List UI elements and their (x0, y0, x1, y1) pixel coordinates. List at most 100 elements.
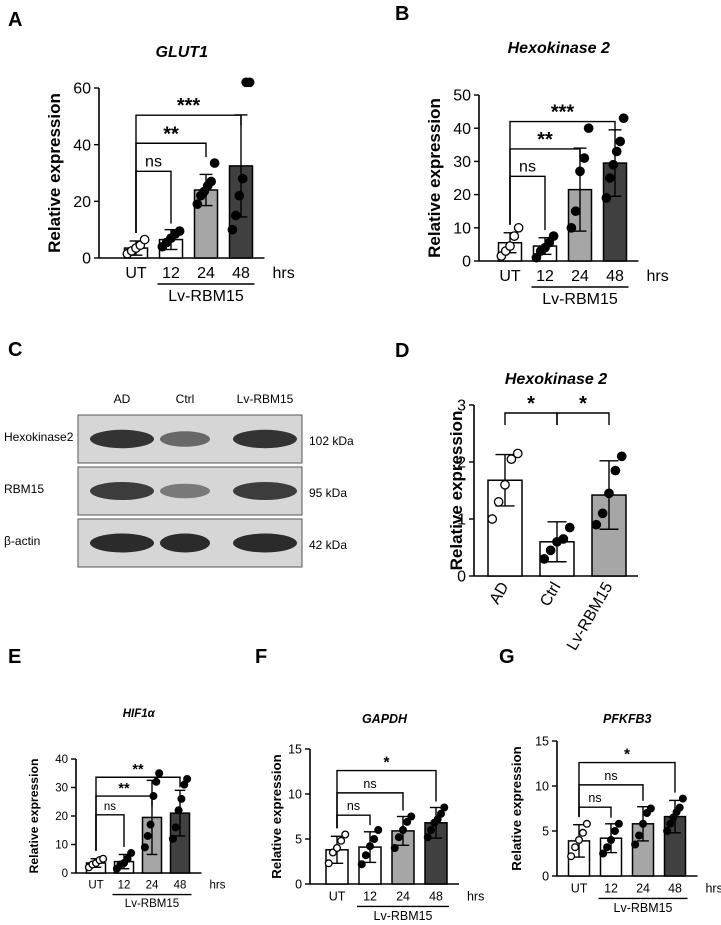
data-point (99, 854, 108, 863)
data-point (423, 833, 432, 842)
blot-lane-label: AD (114, 392, 131, 406)
data-point (575, 166, 585, 177)
data-point (597, 508, 608, 519)
data-point (599, 849, 608, 858)
significance-bracket (556, 412, 610, 425)
x-tick-label: 24 (146, 880, 159, 892)
y-tick-label: 10 (288, 787, 302, 801)
blot-band (233, 533, 297, 553)
data-point (192, 199, 203, 210)
data-point (506, 454, 517, 464)
chart-f: GAPDH Relative expression 0 5 10 15 UT 12 24 48 hr… (269, 712, 484, 923)
y-tick-label: 15 (288, 742, 302, 756)
data-point (436, 809, 445, 818)
significance-bracket (509, 120, 616, 225)
data-point (403, 817, 412, 826)
x-tick-label: 12 (363, 889, 377, 903)
blot-lane-label: Ctrl (176, 392, 195, 406)
significance-label: * (383, 755, 390, 772)
y-tick-label: 30 (55, 783, 68, 795)
y-tick-label: 50 (453, 88, 471, 105)
data-point (174, 226, 185, 236)
data-point (608, 159, 619, 170)
significance-bracket (95, 776, 181, 851)
data-point (183, 774, 192, 783)
data-point (487, 514, 498, 524)
y-tick-label: 10 (535, 779, 549, 793)
chart-title: Hexokinase 2 (505, 371, 607, 388)
data-point (610, 465, 621, 476)
data-point (567, 852, 576, 861)
panel-letter-f: F (255, 646, 267, 668)
data-point (155, 769, 164, 778)
significance-label: ns (145, 153, 162, 170)
blot-size-label: 42 kDa (309, 538, 347, 552)
x-tick-label: 24 (571, 268, 589, 285)
y-axis-label: Relative expression (27, 759, 41, 874)
y-tick-label: 0 (462, 254, 471, 271)
x-tick-label: UT (88, 880, 103, 892)
data-point (143, 831, 152, 840)
data-point (341, 830, 350, 839)
y-tick-label: 5 (295, 832, 302, 846)
data-point (230, 210, 241, 221)
data-point (604, 488, 614, 499)
data-point (237, 173, 248, 184)
data-point (571, 843, 580, 852)
significance-bracket (336, 814, 371, 829)
data-point (566, 222, 577, 233)
data-point (370, 834, 379, 844)
data-point (168, 834, 177, 843)
blot-band (90, 482, 154, 500)
group-label: Lv-RBM15 (614, 901, 673, 915)
data-point (615, 136, 626, 147)
x-tick-label: UT (499, 268, 521, 285)
chart-title: GAPDH (362, 712, 408, 726)
data-point (601, 193, 612, 203)
x-tick-label: UT (571, 881, 588, 895)
x-tick-label: Ctrl (537, 580, 564, 610)
y-tick-label: 20 (453, 187, 471, 204)
x-tick-label: 12 (536, 268, 554, 285)
data-point (394, 833, 403, 842)
data-point (152, 777, 161, 786)
y-tick-label: 40 (55, 754, 68, 766)
data-point (646, 804, 655, 813)
data-point (427, 825, 436, 835)
data-point (374, 825, 383, 835)
data-point (139, 234, 150, 245)
y-tick-label: 5 (542, 824, 549, 838)
data-point (606, 835, 616, 845)
data-point (177, 794, 186, 803)
y-tick-label: 20 (55, 811, 68, 823)
data-point (583, 123, 594, 134)
data-point (146, 820, 155, 829)
data-point (244, 77, 255, 88)
blot-band (160, 431, 210, 447)
data-point (505, 241, 515, 251)
significance-label: ** (132, 762, 144, 778)
data-point (390, 843, 399, 853)
y-tick-label: 40 (73, 137, 91, 154)
data-point (579, 153, 590, 163)
data-point (558, 534, 569, 544)
data-point (604, 173, 615, 183)
data-point (407, 812, 416, 821)
blot-size-label: 95 kDa (309, 486, 347, 500)
y-tick-label: 1 (457, 512, 466, 529)
significance-bracket (336, 769, 437, 829)
y-tick-label: 40 (453, 121, 471, 138)
x-axis-unit: hrs (647, 268, 669, 285)
panel-letter-b: B (395, 3, 409, 25)
data-point (611, 146, 622, 157)
group-label: Lv-RBM15 (542, 291, 618, 308)
data-point (570, 206, 581, 217)
significance-bracket (95, 814, 125, 851)
data-point (638, 819, 648, 828)
y-tick-label: 60 (73, 81, 91, 98)
data-point (512, 448, 523, 459)
y-tick-label: 15 (535, 734, 549, 748)
x-axis-unit: hrs (467, 889, 484, 903)
